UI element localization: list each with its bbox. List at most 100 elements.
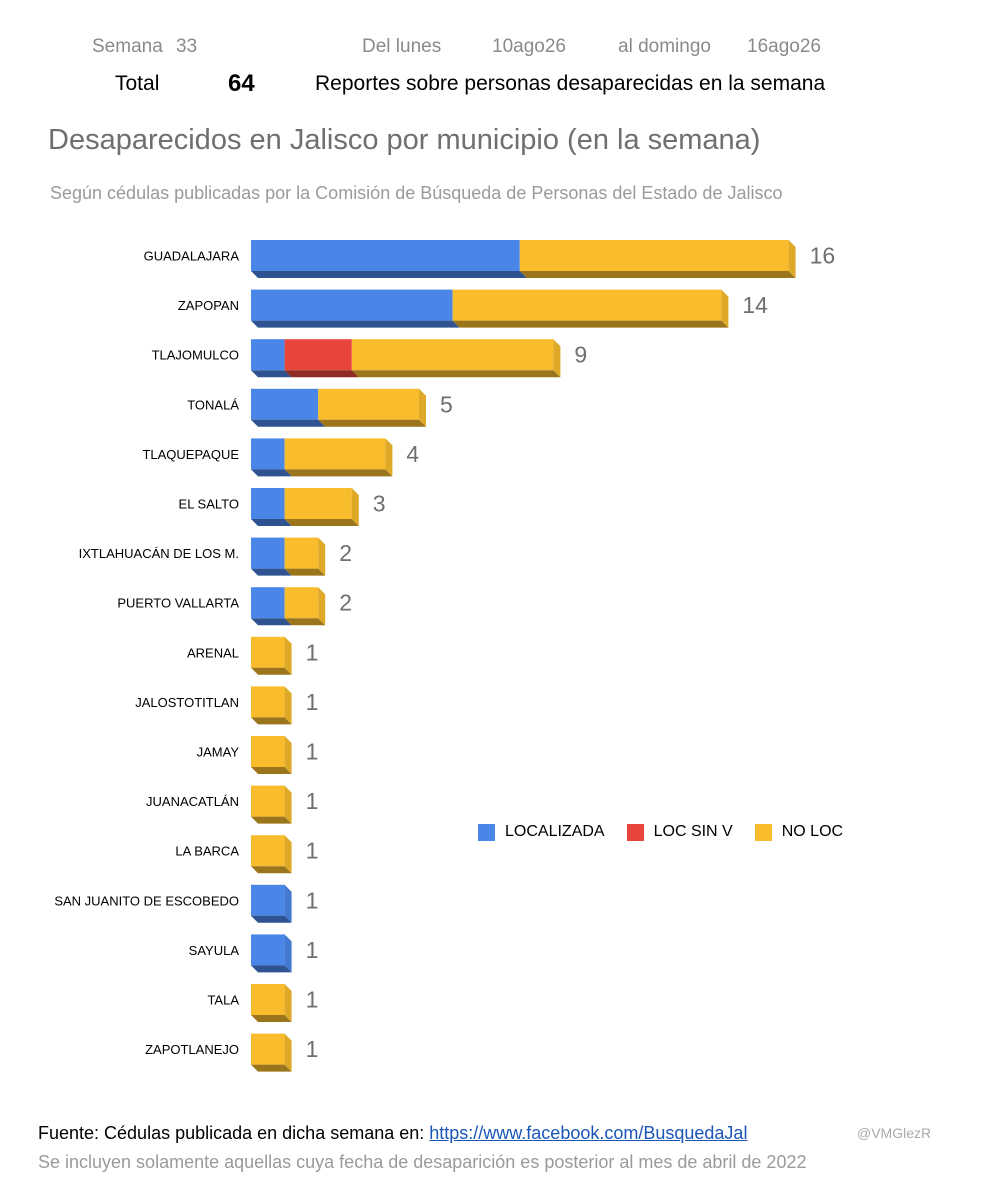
data-label-total: 2 xyxy=(339,590,352,616)
category-label: TLAJOMULCO xyxy=(152,348,239,363)
bar-segment-bottom-localizada xyxy=(251,519,292,526)
bar-segment-bottom-no-loc xyxy=(251,767,292,774)
category-label: SAN JUANITO DE ESCOBEDO xyxy=(54,893,239,908)
bar-segment-side-no-loc xyxy=(284,736,292,774)
bar-segment-bottom-no-loc xyxy=(251,1015,292,1022)
bar-segment-bottom-localizada xyxy=(251,320,460,328)
total-value: 64 xyxy=(228,70,255,97)
legend-item-localizada: LOCALIZADA xyxy=(478,823,605,841)
bar-segment-bottom-no-loc xyxy=(251,866,292,874)
data-label-total: 4 xyxy=(406,441,419,467)
data-label-total: 1 xyxy=(306,937,319,963)
category-label: JUANACATLÁN xyxy=(146,794,239,809)
data-label-total: 2 xyxy=(339,540,352,566)
from-label: Del lunes xyxy=(362,36,442,57)
total-label: Total xyxy=(115,72,160,95)
bar-segment-side-no-loc xyxy=(318,587,326,626)
bar-segment-side-no-loc xyxy=(284,785,292,824)
bar-segment-bottom-no-loc xyxy=(284,618,326,626)
footer-note: Se incluyen solamente aquellas cuya fech… xyxy=(38,1152,807,1172)
bar-segment-no-loc xyxy=(519,240,789,271)
legend-swatch-loc-sin-v xyxy=(626,823,644,841)
bar-segment-bottom-no-loc xyxy=(251,816,292,824)
bar-segment-side-localizada xyxy=(284,884,292,923)
bar-group-san-juanito-de-escobedo: SAN JUANITO DE ESCOBEDO 1 xyxy=(54,884,319,923)
bar-segment-loc-sin-v xyxy=(284,339,352,371)
bar-group-zapotlanejo: ZAPOTLANEJO 1 xyxy=(145,1033,318,1072)
to-label: al domingo xyxy=(618,36,711,57)
category-label: ARENAL xyxy=(187,645,239,660)
category-label: TALA xyxy=(207,993,239,1008)
bar-segment-bottom-localizada xyxy=(251,271,527,278)
bar-segment-bottom-localizada xyxy=(251,618,292,626)
data-label-total: 3 xyxy=(373,491,386,517)
bar-segment-localizada xyxy=(251,289,453,321)
data-label-total: 1 xyxy=(306,987,319,1013)
data-label-total: 1 xyxy=(306,788,319,814)
legend-swatch-localizada xyxy=(478,823,495,841)
category-label: JALOSTOTITLAN xyxy=(135,695,239,710)
category-label: TONALÁ xyxy=(187,397,239,412)
bar-segment-side-no-loc xyxy=(284,686,292,725)
bar-segment-no-loc xyxy=(251,636,285,668)
bar-segment-bottom-no-loc xyxy=(284,469,393,477)
bar-segment-localizada xyxy=(251,934,285,966)
category-label: JAMAY xyxy=(197,745,240,760)
footer-source: Fuente: Cédulas publicada en dicha seman… xyxy=(38,1123,747,1144)
data-label-total: 1 xyxy=(306,838,319,864)
bar-segment-no-loc xyxy=(284,438,386,470)
bar-segment-no-loc xyxy=(251,785,285,817)
legend-label-no-loc: NO LOC xyxy=(781,823,844,840)
bar-segment-bottom-no-loc xyxy=(318,419,426,427)
bar-segment-no-loc xyxy=(251,1033,285,1065)
bar-group-tlajomulco: TLAJOMULCO 9 xyxy=(152,339,587,378)
bar-group-sayula: SAYULA 1 xyxy=(189,934,319,973)
category-label: IXTLAHUACÁN DE LOS M. xyxy=(79,546,239,561)
bar-segment-side-no-loc xyxy=(284,835,292,874)
category-label: GUADALAJARA xyxy=(144,249,240,264)
bar-segment-localizada xyxy=(251,537,285,569)
bar-segment-side-localizada xyxy=(284,934,292,973)
bar-segment-localizada xyxy=(251,388,319,420)
bar-group-puerto-vallarta: PUERTO VALLARTA 2 xyxy=(117,587,352,626)
bar-segment-localizada xyxy=(251,240,520,271)
bar-group-ixtlahuacan-de-los-m: IXTLAHUACÁN DE LOS M. 2 xyxy=(79,537,352,576)
bar-segment-side-no-loc xyxy=(284,984,292,1022)
bar-segment-bottom-loc-sin-v xyxy=(284,370,359,378)
total-description: Reportes sobre personas desaparecidas en… xyxy=(315,72,826,95)
bar-segment-bottom-localizada xyxy=(251,568,292,576)
bar-segment-no-loc xyxy=(251,736,285,767)
bar-group-juanacatlan: JUANACATLÁN 1 xyxy=(146,785,319,824)
bar-segment-side-no-loc xyxy=(284,1033,292,1072)
legend-label-loc-sin-v: LOC SIN V xyxy=(653,823,733,840)
data-label-total: 1 xyxy=(306,639,319,665)
author-handle: @VMGlezR xyxy=(857,1125,932,1141)
week-number: 33 xyxy=(176,36,198,57)
bar-group-jamay: JAMAY 1 xyxy=(197,736,318,774)
bar-segment-localizada xyxy=(251,339,285,371)
bar-segment-side-no-loc xyxy=(318,537,326,576)
category-label: LA BARCA xyxy=(175,844,239,859)
bar-group-tonala: TONALÁ 5 xyxy=(187,388,453,427)
bar-segment-no-loc xyxy=(452,289,722,321)
bar-segment-bottom-no-loc xyxy=(351,370,561,378)
bar-group-arenal: ARENAL 1 xyxy=(187,636,319,675)
data-label-total: 1 xyxy=(306,887,319,913)
legend-label-localizada: LOCALIZADA xyxy=(505,823,605,840)
category-label: SAYULA xyxy=(189,943,240,958)
bar-segment-side-no-loc xyxy=(419,388,426,427)
legend-item-no-loc: NO LOC xyxy=(754,823,844,841)
bar-segment-localizada xyxy=(251,438,285,470)
bar-segment-localizada xyxy=(251,488,285,519)
bar-segment-bottom-localizada xyxy=(251,915,292,923)
bar-segment-bottom-no-loc xyxy=(251,667,292,675)
category-label: EL SALTO xyxy=(179,497,239,512)
data-label-total: 1 xyxy=(306,689,319,715)
bar-segment-bottom-localizada xyxy=(251,469,292,477)
bar-segment-bottom-no-loc xyxy=(519,271,796,278)
footer-source-link[interactable]: https://www.facebook.com/BusquedaJal xyxy=(429,1123,748,1143)
bar-segment-no-loc xyxy=(251,835,285,867)
bar-segment-bottom-no-loc xyxy=(284,519,359,526)
chart-legend: LOCALIZADA LOC SIN V NO LOC xyxy=(478,823,843,841)
